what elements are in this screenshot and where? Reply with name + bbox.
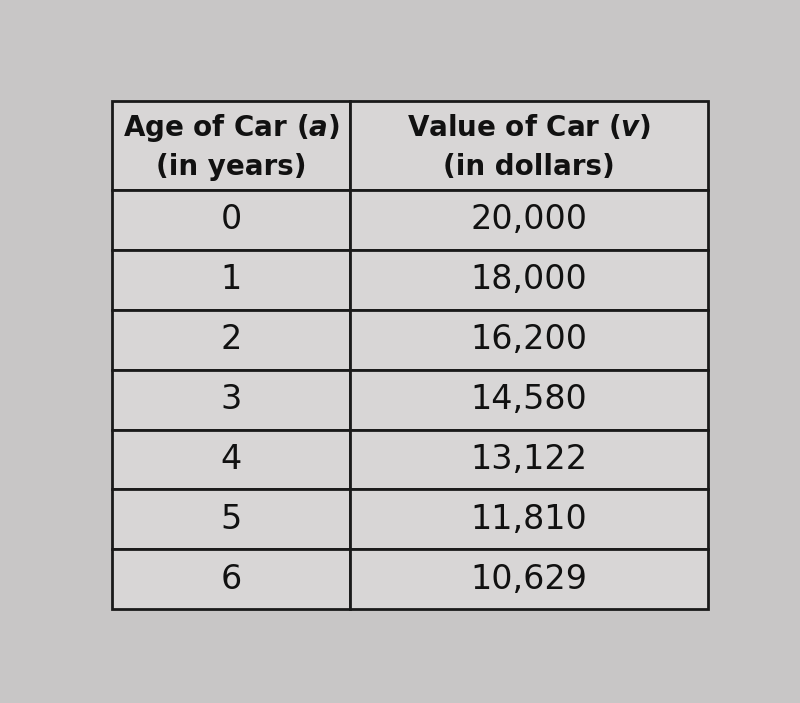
Bar bbox=[112, 550, 350, 610]
Text: 3: 3 bbox=[221, 383, 242, 416]
Text: (in dollars): (in dollars) bbox=[443, 153, 615, 181]
Bar bbox=[112, 309, 350, 370]
Bar bbox=[350, 430, 707, 489]
Text: 0: 0 bbox=[221, 203, 242, 236]
Text: 6: 6 bbox=[221, 563, 242, 596]
Text: Value of Car ($\bfit{v}$): Value of Car ($\bfit{v}$) bbox=[407, 113, 651, 142]
Bar bbox=[350, 489, 707, 550]
Bar bbox=[350, 250, 707, 309]
Bar bbox=[350, 190, 707, 250]
Text: Age of Car ($\bfit{a}$): Age of Car ($\bfit{a}$) bbox=[123, 112, 340, 144]
Bar bbox=[112, 489, 350, 550]
Bar bbox=[112, 250, 350, 309]
Text: 11,810: 11,810 bbox=[470, 503, 587, 536]
Text: 14,580: 14,580 bbox=[470, 383, 587, 416]
Text: 5: 5 bbox=[221, 503, 242, 536]
Bar bbox=[112, 101, 350, 190]
Bar bbox=[350, 550, 707, 610]
Bar bbox=[112, 190, 350, 250]
Text: 16,200: 16,200 bbox=[470, 323, 587, 356]
Text: 13,122: 13,122 bbox=[470, 443, 588, 476]
Text: 2: 2 bbox=[221, 323, 242, 356]
Text: 20,000: 20,000 bbox=[470, 203, 587, 236]
Text: 1: 1 bbox=[221, 263, 242, 296]
Bar bbox=[350, 309, 707, 370]
Text: 18,000: 18,000 bbox=[470, 263, 587, 296]
Bar bbox=[112, 370, 350, 430]
Bar bbox=[350, 370, 707, 430]
Text: 10,629: 10,629 bbox=[470, 563, 587, 596]
Bar bbox=[112, 430, 350, 489]
Text: (in years): (in years) bbox=[156, 153, 306, 181]
Text: 4: 4 bbox=[221, 443, 242, 476]
Bar bbox=[350, 101, 707, 190]
